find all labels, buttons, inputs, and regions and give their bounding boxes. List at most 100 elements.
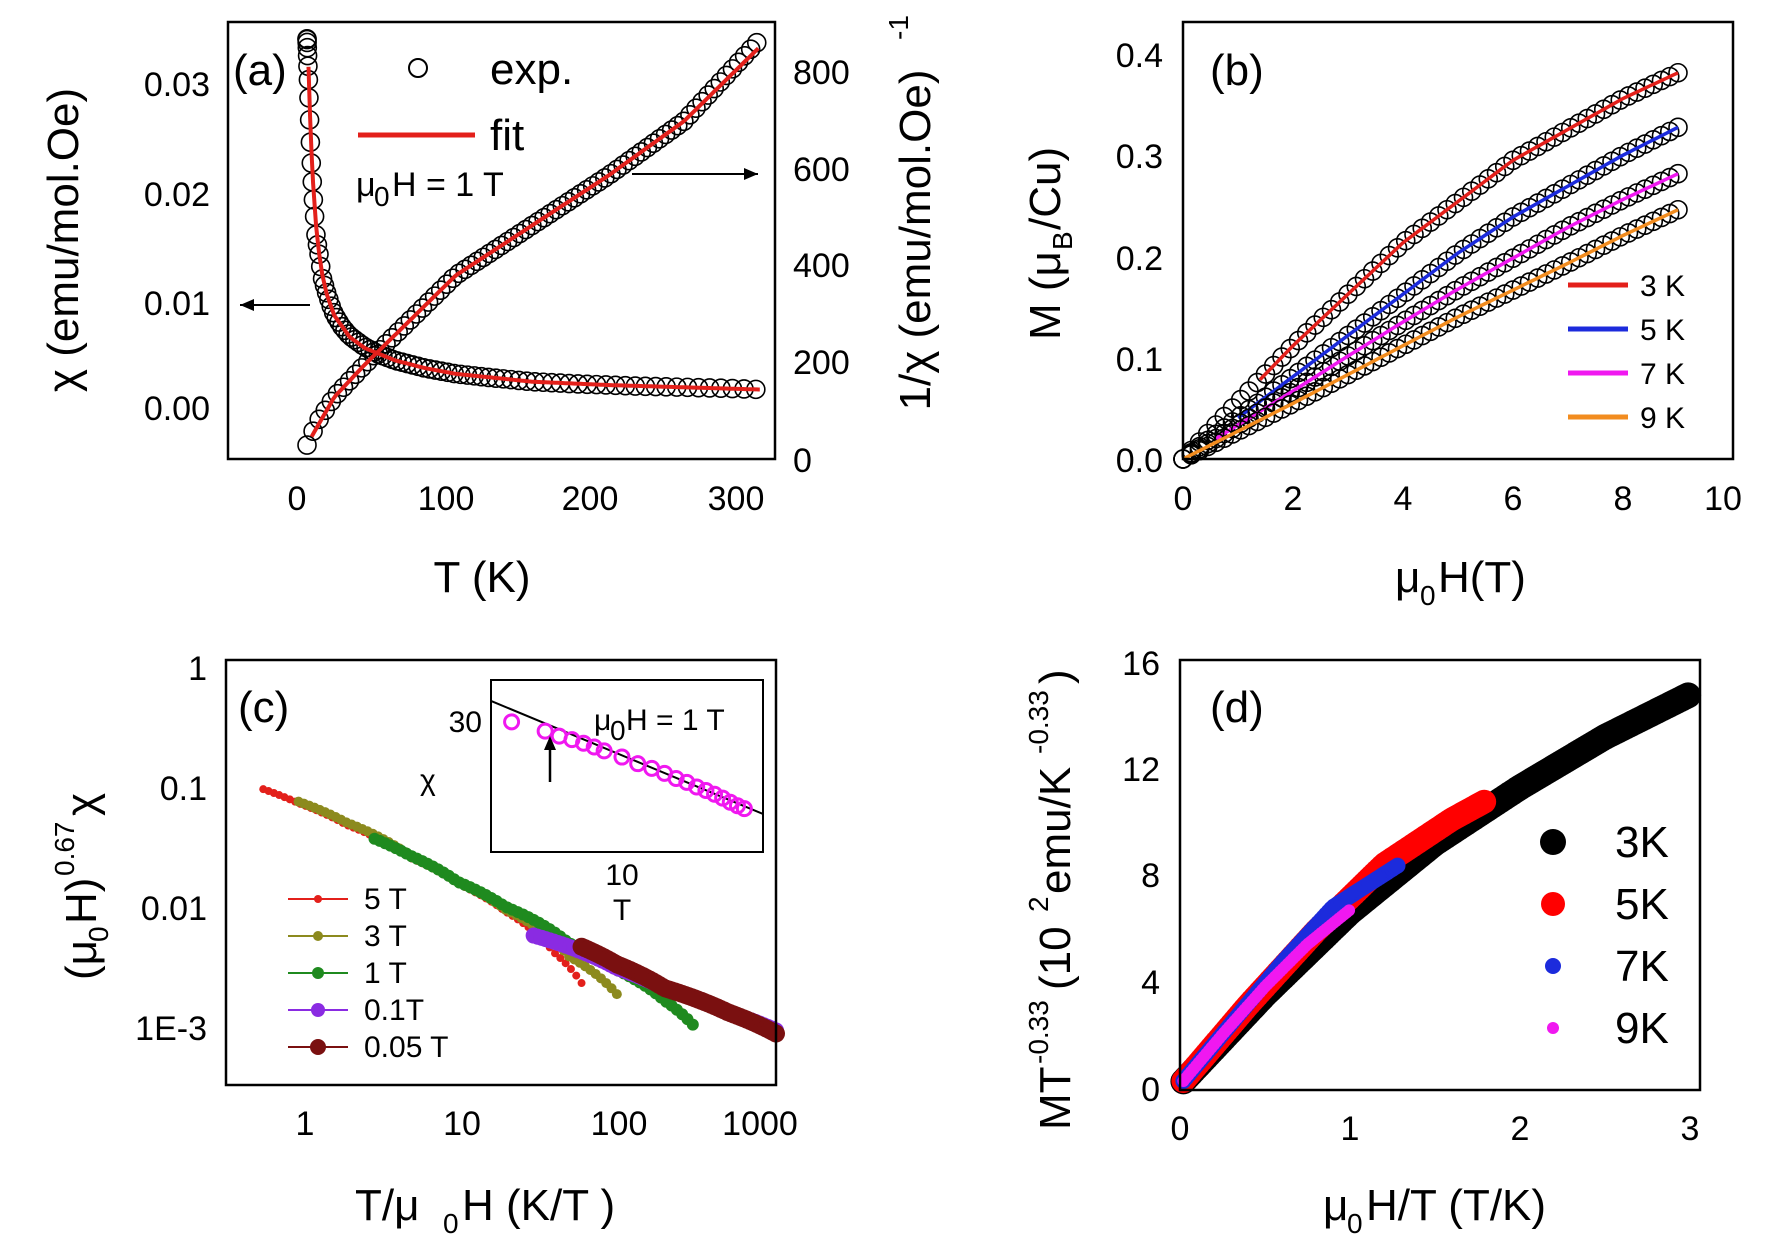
d-legend-9k: 9K <box>1615 1004 1669 1053</box>
c-inset: 30 10 T χ μ 0 H = 1 T <box>420 679 764 927</box>
b-exp-point-5K <box>1668 117 1688 138</box>
b-xtick: 2 <box>1284 480 1303 518</box>
b-xlabel-mu: μ <box>1395 553 1420 602</box>
d-xtick: 3 <box>1681 1110 1700 1148</box>
c-legend-marker-5t <box>314 895 322 903</box>
c-ylabel-pre: (μ <box>57 940 106 980</box>
b-ylabel-sub: B <box>1047 231 1078 250</box>
a-invchi-exp-point <box>412 298 433 318</box>
panel-a-letter: (a) <box>233 46 287 95</box>
b-legend-7k: 7 K <box>1640 358 1685 391</box>
d-legend-marker-5k <box>1541 892 1565 916</box>
panel-d-frame <box>1178 658 1702 1092</box>
d-point-9K <box>1343 904 1356 917</box>
a-field-rest: H = 1 T <box>392 166 504 204</box>
c-ytick: 0.01 <box>141 890 207 928</box>
d-point-3K <box>1675 682 1702 709</box>
c-inset-point <box>536 722 554 740</box>
a-xtick: 300 <box>708 480 765 518</box>
a-ytick-left: 0.03 <box>144 66 210 104</box>
a-invchi-exp-point <box>297 435 317 455</box>
a-invchi-exp-point <box>722 59 743 79</box>
a-invchi-exp-point <box>357 351 378 372</box>
c-ylabel: (μ 0 H) 0.67 χ <box>49 793 114 980</box>
panel-a: (a) 0.03 0.02 0.01 0.00 800 600 400 200 … <box>39 15 940 602</box>
a-invchi-exp-point <box>710 72 731 92</box>
c-inset-xtick: 10 <box>605 859 638 892</box>
c-xlabel-pre: T/μ <box>355 1181 419 1230</box>
a-invchi-exp-point <box>734 45 755 66</box>
a-invchi-exp-point <box>327 383 348 404</box>
c-inset-point <box>575 734 593 752</box>
c-ytick: 0.1 <box>160 770 207 808</box>
d-xlabel: μ 0 H/T (T/K) <box>1323 1181 1546 1239</box>
a-ylabel-right-sup: -1 <box>883 15 914 40</box>
d-point-7K <box>1389 857 1406 874</box>
c-inset-point <box>503 713 521 731</box>
a-invchi-exp-point <box>303 421 323 441</box>
b-ytick: 0.4 <box>1116 37 1163 75</box>
c-point-1T <box>686 1018 699 1031</box>
a-ytick-right: 400 <box>793 247 850 285</box>
b-fit-line-3K <box>1258 71 1679 381</box>
a-ytick-left: 0.01 <box>144 285 210 323</box>
d-xtick: 2 <box>1511 1110 1530 1148</box>
c-inset-point <box>585 738 603 756</box>
a-legend-fit: fit <box>490 111 524 160</box>
c-xtick: 1000 <box>722 1105 798 1143</box>
c-inset-arrow-head <box>544 736 556 750</box>
b-ytick: 0.2 <box>1116 240 1163 278</box>
b-ylabel-pre: M (μ <box>1021 251 1070 340</box>
a-ytick-right: 200 <box>793 344 850 382</box>
c-inset-point <box>667 770 685 788</box>
d-ytick: 8 <box>1141 857 1160 895</box>
c-legend-marker-1t <box>312 967 324 979</box>
c-legend-01t: 0.1T <box>364 994 424 1027</box>
c-point-5T <box>566 965 575 974</box>
c-inset-point <box>735 800 753 818</box>
c-ylabel-post: χ <box>57 793 106 816</box>
d-legend-marker-7k <box>1545 958 1561 974</box>
d-legend-marker-3k <box>1540 829 1566 855</box>
a-ytick-right: 800 <box>793 54 850 92</box>
c-legend-marker-01t <box>311 1003 325 1017</box>
c-inset-note-rest: H = 1 T <box>626 704 725 737</box>
a-invchi-exp-point <box>704 78 725 99</box>
b-ytick: 0.0 <box>1116 442 1163 480</box>
c-inset-frame <box>490 679 764 853</box>
c-ylabel-sub: 0 <box>83 926 114 942</box>
a-invchi-exp-point <box>424 286 445 306</box>
b-legend-9k: 9 K <box>1640 402 1685 435</box>
b-ytick: 0.1 <box>1116 341 1163 379</box>
b-xtick: 10 <box>1704 480 1742 518</box>
a-chi-fit-line <box>306 66 760 392</box>
d-ylabel-sup3: -0.33 <box>1023 690 1054 754</box>
b-exp-point-7K <box>1668 163 1688 184</box>
d-ylabel-mid: (10 <box>1031 926 1080 990</box>
c-ytick: 1E-3 <box>135 1010 207 1048</box>
b-xlabel-sub: 0 <box>1420 580 1436 611</box>
b-legend-5k: 5 K <box>1640 314 1685 347</box>
a-invchi-exp-point <box>400 310 421 330</box>
a-invchi-exp-point <box>351 358 372 378</box>
c-inset-point <box>613 748 631 766</box>
c-point-3T <box>611 989 622 1000</box>
c-legend-marker-005t <box>310 1039 326 1055</box>
b-xtick: 8 <box>1614 480 1633 518</box>
a-ytick-right: 0 <box>793 442 812 480</box>
a-invchi-exp-point <box>382 328 402 348</box>
d-xtick: 1 <box>1341 1110 1360 1148</box>
panel-c: (c) 1 0.1 0.01 1E-3 1 10 100 1000 T/μ 0 … <box>49 650 798 1239</box>
b-fit-line-9K <box>1182 208 1679 461</box>
c-legend-marker-3t <box>313 931 323 941</box>
c-inset-note-sub: 0 <box>610 715 626 746</box>
b-xtick: 6 <box>1504 480 1523 518</box>
c-legend-005t: 0.05 T <box>364 1031 449 1064</box>
panel-d: (d) 0 4 8 12 16 0 1 2 3 μ 0 H/T (T/K) MT… <box>1023 645 1702 1239</box>
c-ytick: 1 <box>188 650 207 688</box>
a-right-arrow-head <box>744 168 758 180</box>
a-invchi-exp-point <box>698 85 718 105</box>
c-point-5T <box>551 949 560 958</box>
d-legend-7k: 7K <box>1615 942 1669 991</box>
